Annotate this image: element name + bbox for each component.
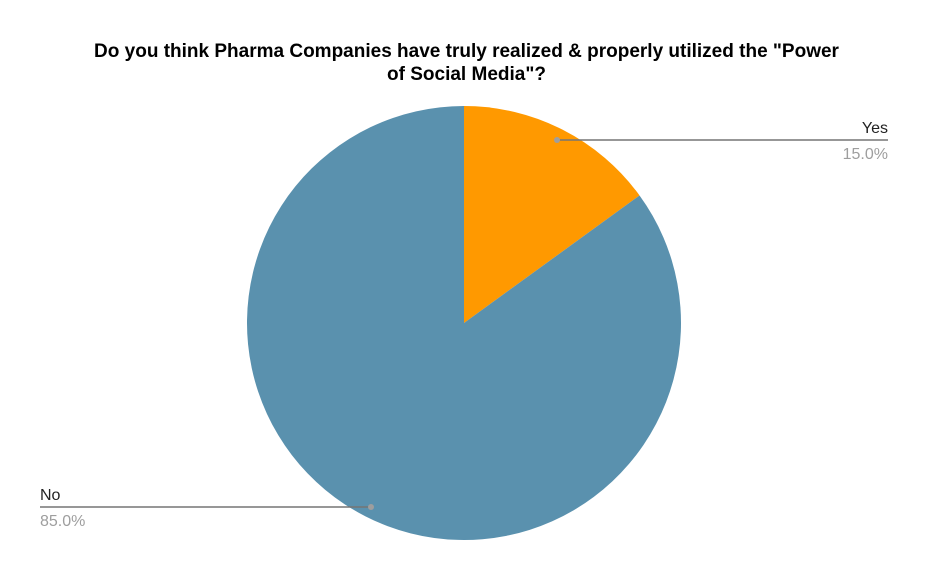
slice-label-no: No xyxy=(40,487,61,504)
pie-slices xyxy=(247,106,682,540)
slice-label-yes: Yes xyxy=(862,120,888,137)
chart-title: Do you think Pharma Companies have truly… xyxy=(0,40,933,86)
pie-slice-no xyxy=(247,106,682,540)
pie-labels: Yes 15.0% No 85.0% xyxy=(40,120,888,530)
pie-slice-yes xyxy=(464,106,640,323)
slice-percent-no: 85.0% xyxy=(40,513,85,530)
chart-title-line-2: of Social Media"? xyxy=(387,64,546,85)
slice-percent-yes: 15.0% xyxy=(843,146,888,163)
chart-title-line-1: Do you think Pharma Companies have truly… xyxy=(94,41,839,62)
leader-dot-no xyxy=(368,504,374,510)
leader-dot-yes xyxy=(554,137,560,143)
